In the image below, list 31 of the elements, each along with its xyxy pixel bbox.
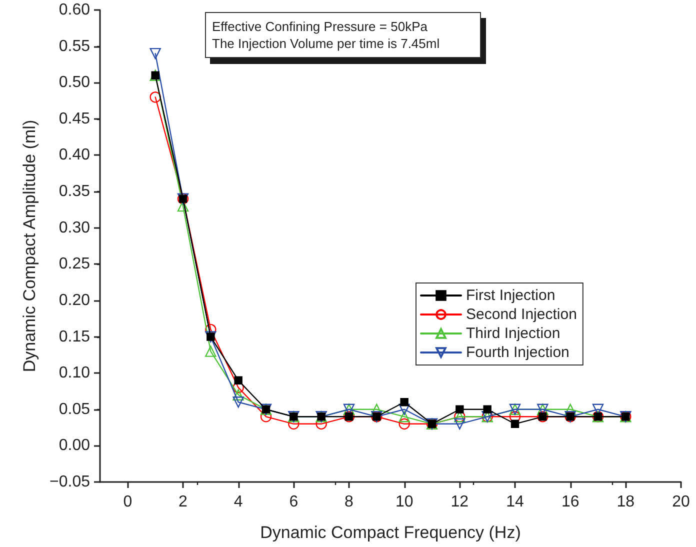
y-axis-title: Dynamic Compact Amplitude (ml) (20, 120, 39, 372)
x-tick-label: 20 (672, 494, 690, 510)
legend-label: Third Injection (466, 325, 560, 342)
y-tick-label: 0.00 (58, 437, 90, 454)
x-tick-label: 4 (234, 494, 243, 510)
x-tick-label: 8 (344, 494, 354, 510)
y-tick-label: 0.55 (58, 38, 90, 55)
x-tick-label: 10 (395, 494, 414, 510)
y-tick-label: 0.05 (58, 400, 90, 418)
x-tick-label: 6 (289, 494, 298, 510)
y-tick-label: 0.45 (58, 110, 90, 128)
y-tick-label: 0.25 (58, 256, 90, 273)
x-axis-title: Dynamic Compact Frequency (Hz) (260, 523, 521, 542)
y-tick-label: 0.15 (58, 328, 90, 346)
legend-label: First Injection (466, 287, 556, 304)
x-tick-label: 14 (506, 494, 524, 510)
y-tick-label: 0.60 (58, 2, 90, 18)
y-tick-label: 0.40 (58, 146, 90, 164)
legend-label: Second Injection (466, 306, 577, 323)
y-tick-label: 0.35 (58, 183, 90, 200)
y-tick-label: 0.30 (58, 219, 90, 236)
x-tick-label: 16 (561, 494, 580, 510)
y-tick-label: 0.10 (58, 364, 90, 382)
x-tick-label: 2 (178, 494, 188, 510)
legend-label: Fourth Injection (466, 344, 570, 361)
x-tick-label: 12 (450, 494, 469, 510)
y-tick-label: 0.50 (58, 74, 90, 92)
x-tick-label: 0 (123, 494, 132, 510)
y-tick-label: 0.20 (58, 292, 90, 309)
y-tick-label: −0.05 (50, 474, 90, 490)
x-tick-label: 18 (616, 494, 635, 510)
